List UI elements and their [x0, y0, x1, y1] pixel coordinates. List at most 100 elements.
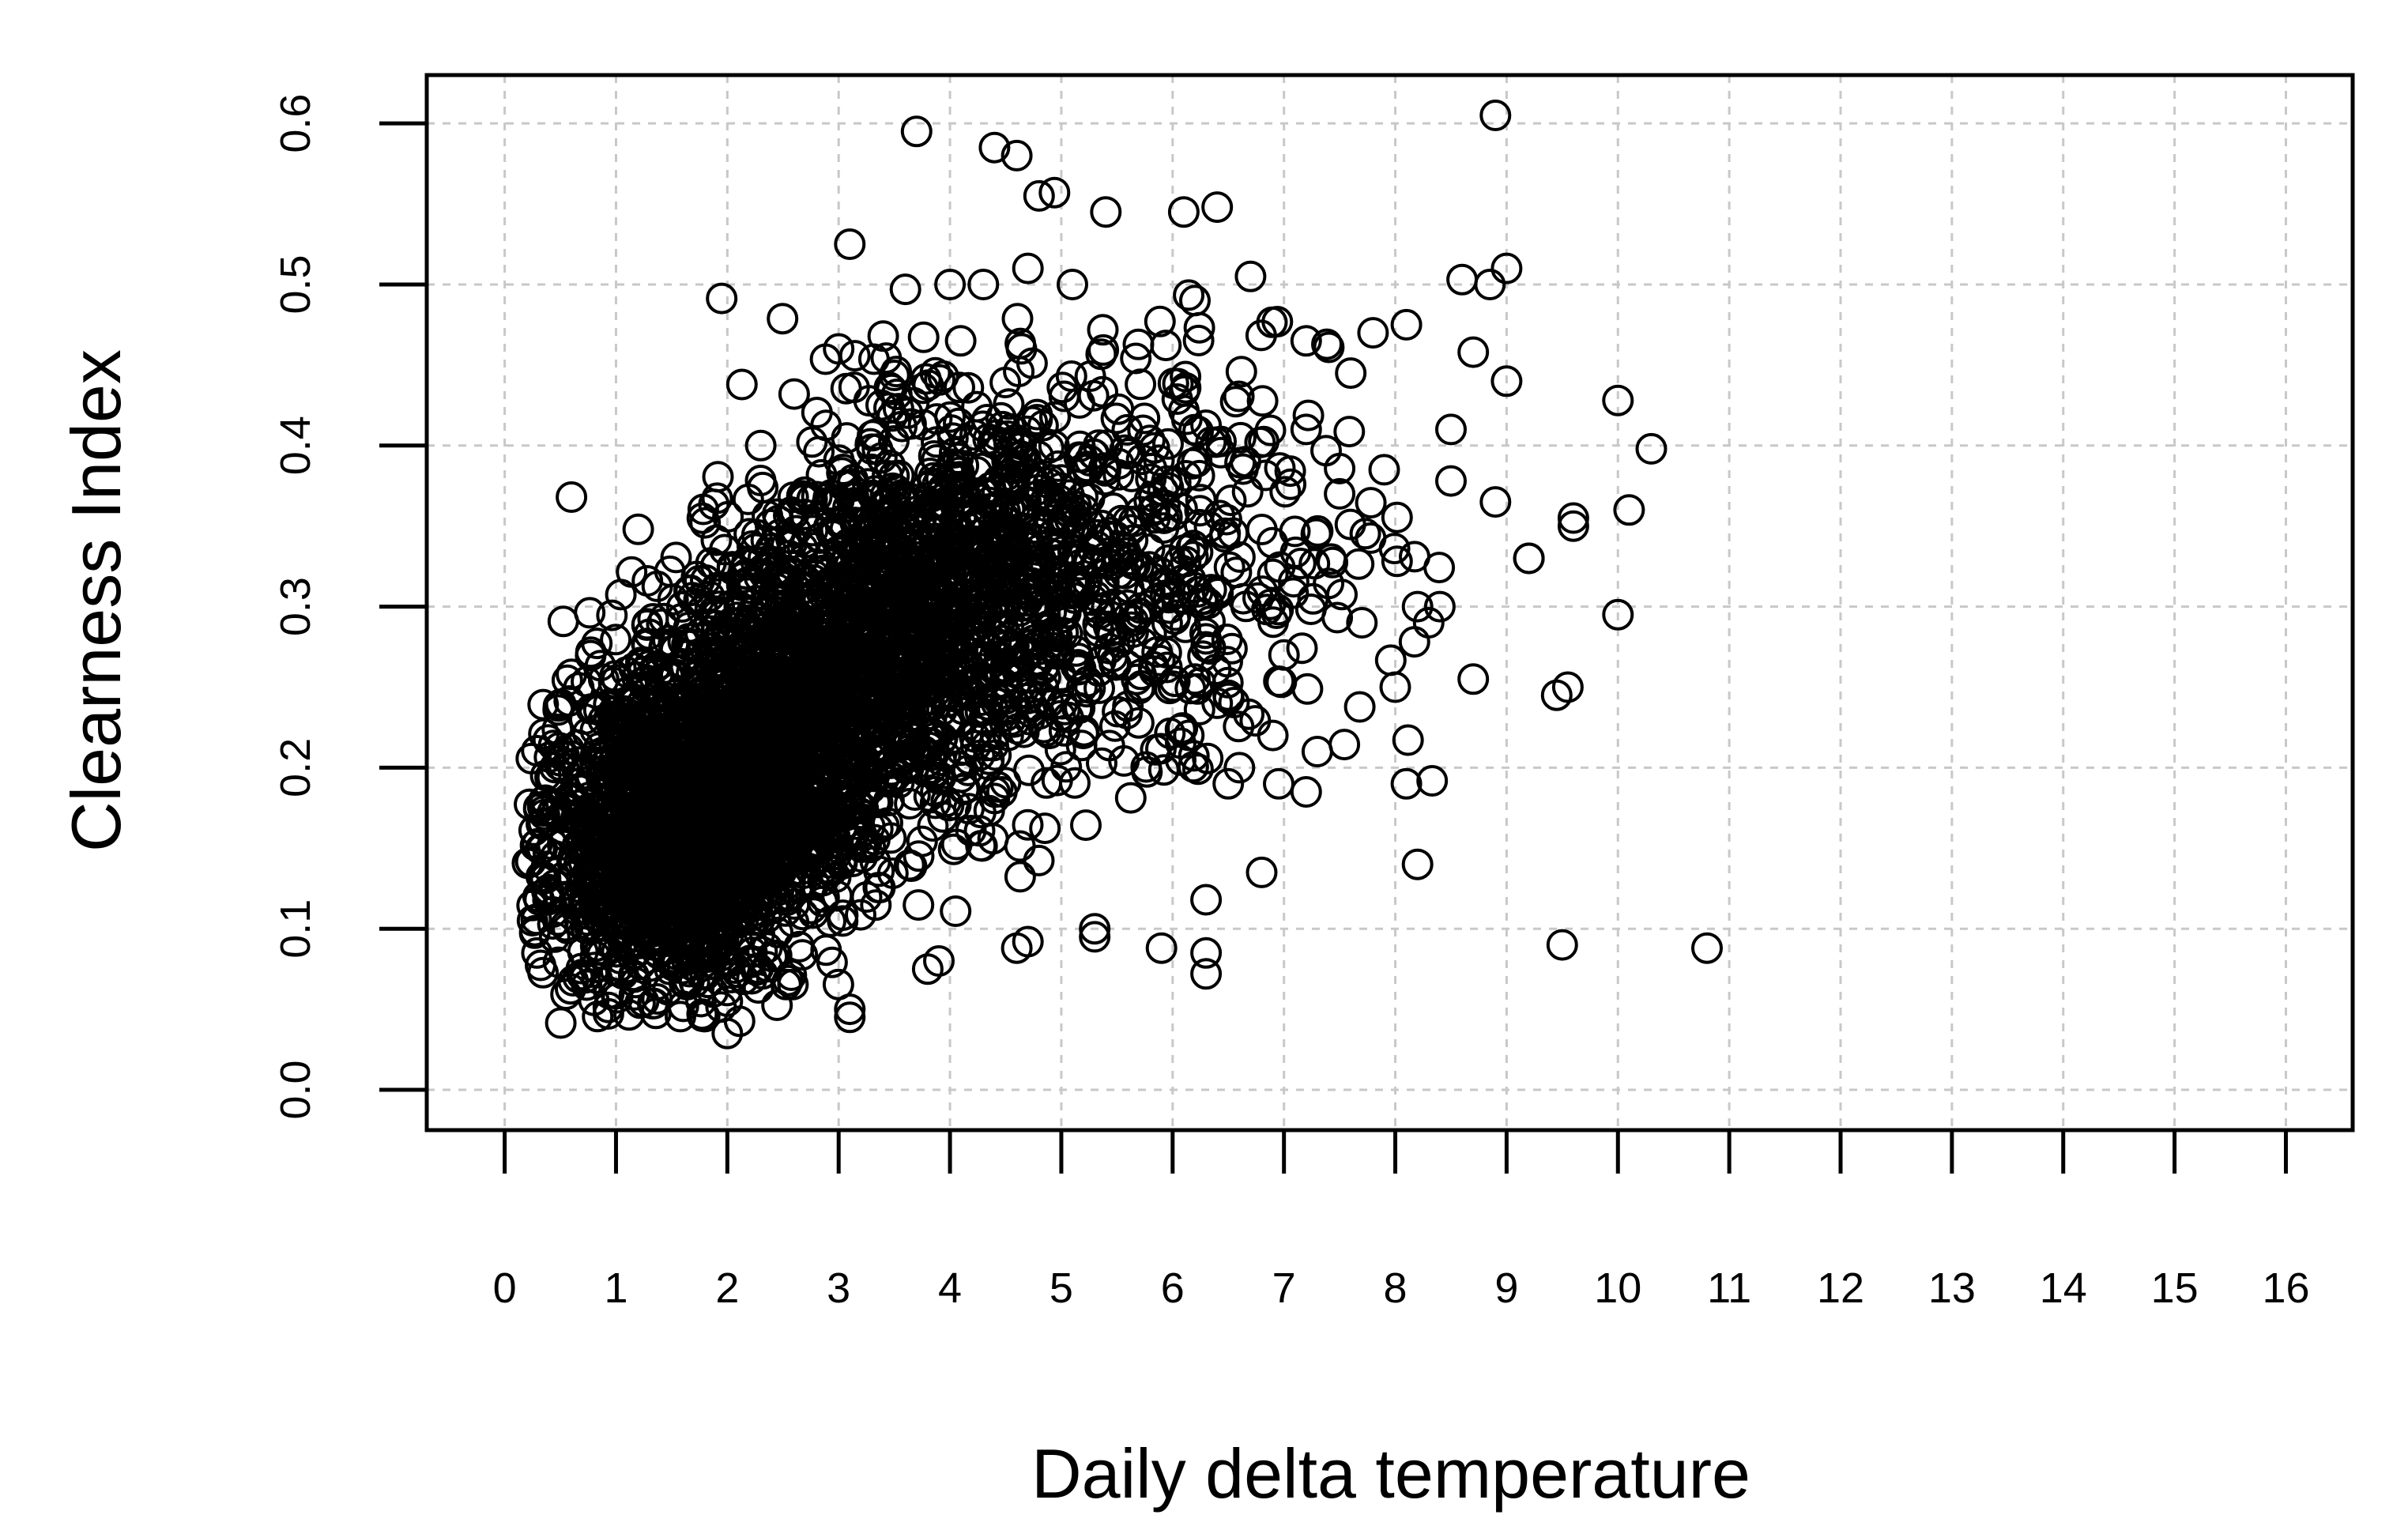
data-point	[1050, 751, 1083, 783]
data-point	[1392, 724, 1424, 756]
data-point	[1034, 480, 1067, 513]
data-point	[690, 749, 722, 782]
data-point	[747, 878, 779, 910]
data-point	[1170, 545, 1202, 578]
data-point	[912, 726, 944, 759]
data-point	[641, 983, 673, 1015]
data-point	[668, 967, 700, 999]
data-point	[552, 733, 585, 765]
data-point	[720, 690, 752, 722]
x-tick-label: 0	[493, 1264, 517, 1312]
data-point	[1379, 671, 1411, 703]
data-point	[752, 654, 784, 686]
data-point	[1159, 665, 1191, 698]
data-point	[889, 273, 921, 306]
data-point	[944, 325, 977, 357]
data-point	[823, 668, 856, 700]
data-point	[981, 425, 1012, 458]
data-point	[772, 748, 805, 780]
data-point	[952, 371, 985, 404]
x-tick-label: 4	[938, 1264, 962, 1312]
data-point	[973, 743, 1005, 775]
data-point	[644, 664, 676, 696]
data-point	[1223, 752, 1256, 784]
data-point	[1301, 736, 1333, 767]
data-point	[878, 425, 910, 457]
data-point	[1038, 619, 1071, 651]
data-point	[1135, 463, 1167, 496]
data-point	[737, 744, 768, 776]
data-point	[700, 524, 733, 556]
data-point	[1691, 932, 1723, 964]
data-point	[853, 385, 885, 417]
data-point	[823, 333, 855, 365]
x-tick-label: 1	[604, 1264, 627, 1312]
data-point	[1398, 626, 1430, 658]
data-point	[876, 857, 909, 889]
data-point	[863, 734, 895, 766]
data-point	[854, 810, 886, 842]
data-point	[1173, 719, 1205, 752]
data-point	[856, 453, 888, 485]
data-point	[567, 936, 599, 968]
data-point	[1029, 639, 1061, 671]
data-point	[725, 752, 757, 785]
data-point	[711, 985, 744, 1017]
data-point	[1401, 848, 1434, 880]
data-point	[917, 810, 949, 842]
data-point	[899, 779, 931, 811]
data-point	[977, 558, 1009, 590]
data-point	[637, 603, 669, 635]
data-point	[526, 832, 558, 865]
data-point	[645, 778, 677, 810]
data-point	[816, 725, 848, 758]
data-point	[907, 321, 940, 353]
data-point	[1311, 328, 1343, 360]
data-point	[1190, 958, 1223, 990]
data-point	[933, 598, 966, 631]
data-point	[997, 515, 1030, 548]
data-point	[819, 488, 851, 520]
data-point	[963, 815, 996, 847]
data-point	[1212, 679, 1245, 711]
data-point	[1157, 367, 1189, 400]
data-point	[596, 599, 628, 631]
data-point	[810, 934, 842, 967]
data-point	[525, 949, 556, 982]
data-point	[747, 542, 779, 575]
data-point	[1613, 494, 1645, 526]
data-point	[1030, 551, 1062, 583]
data-point	[1211, 624, 1243, 655]
data-point	[1435, 413, 1467, 446]
y-axis: 0.0 0.1 0.2 0.3 0.4 0.5 0.6	[272, 94, 427, 1120]
data-point	[1181, 575, 1214, 608]
data-point	[803, 609, 835, 642]
data-point	[1102, 458, 1135, 491]
data-point	[1100, 402, 1132, 435]
data-point	[898, 721, 930, 753]
data-point	[631, 608, 663, 640]
data-point	[964, 797, 997, 829]
x-tick-label: 12	[1817, 1264, 1864, 1312]
data-point	[1110, 537, 1142, 569]
data-point	[746, 936, 778, 968]
data-point	[686, 998, 718, 1031]
data-point	[1557, 510, 1589, 542]
data-point	[1204, 436, 1237, 469]
data-point	[704, 624, 737, 655]
data-point	[741, 741, 774, 774]
data-point	[877, 593, 910, 625]
data-point	[1254, 588, 1287, 620]
data-point	[669, 861, 702, 893]
data-point	[1167, 196, 1200, 228]
x-tick-label: 5	[1049, 1264, 1073, 1312]
data-point	[689, 710, 722, 742]
data-point	[1087, 314, 1119, 346]
data-point	[1190, 409, 1223, 442]
data-point	[707, 933, 739, 966]
data-point	[688, 771, 720, 803]
data-point	[1045, 573, 1077, 605]
data-point	[1268, 639, 1300, 671]
data-point	[1179, 663, 1211, 695]
data-point	[537, 908, 569, 940]
